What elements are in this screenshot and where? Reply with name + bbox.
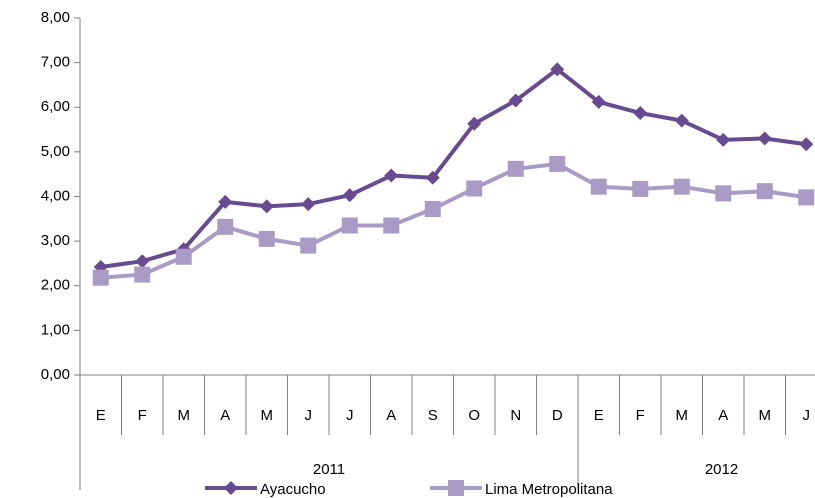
- data-point: [633, 106, 648, 121]
- data-point: [799, 137, 814, 152]
- legend-marker: [224, 481, 238, 495]
- legend-label: Ayacucho: [260, 481, 326, 498]
- data-point: [424, 200, 441, 217]
- series-line: [100, 67, 807, 269]
- y-tick-label: 3,00: [41, 232, 70, 249]
- data-point: [300, 237, 317, 254]
- data-point: [507, 160, 524, 177]
- y-tick-label: 8,00: [41, 9, 70, 26]
- x-tick-label: F: [138, 407, 147, 424]
- x-tick-label: M: [676, 407, 689, 424]
- data-point: [757, 131, 772, 146]
- y-tick-label: 5,00: [41, 143, 70, 160]
- y-tick-label: 7,00: [41, 54, 70, 71]
- data-point: [673, 178, 690, 195]
- data-point: [258, 230, 275, 247]
- x-tick-label: A: [718, 407, 728, 424]
- data-point: [549, 155, 566, 172]
- data-point: [715, 185, 732, 202]
- data-point: [135, 254, 150, 269]
- x-tick-label: N: [510, 407, 521, 424]
- data-point: [384, 168, 399, 183]
- legend-label: Lima Metropolitana: [485, 481, 613, 498]
- x-tick-label: A: [220, 407, 230, 424]
- x-tick-label: E: [594, 407, 604, 424]
- data-point: [217, 218, 234, 235]
- data-point: [466, 180, 483, 197]
- y-tick-label: 2,00: [41, 277, 70, 294]
- x-tick-label: J: [346, 407, 354, 424]
- data-point: [175, 248, 192, 265]
- data-point: [674, 113, 689, 128]
- x-tick-label: M: [178, 407, 191, 424]
- data-point: [550, 62, 565, 77]
- data-point: [508, 93, 523, 108]
- y-tick-label: 0,00: [41, 366, 70, 383]
- data-point: [425, 170, 440, 185]
- y-tick-label: 6,00: [41, 98, 70, 115]
- data-point: [342, 188, 357, 203]
- x-tick-label: O: [468, 407, 480, 424]
- data-point: [218, 194, 233, 209]
- data-point: [383, 217, 400, 234]
- y-tick-label: 1,00: [41, 321, 70, 338]
- x-tick-label: A: [386, 407, 396, 424]
- x-tick-label: M: [759, 407, 772, 424]
- group-label: 2012: [705, 461, 738, 478]
- data-point: [590, 178, 607, 195]
- x-tick-label: F: [636, 407, 645, 424]
- data-point: [716, 132, 731, 147]
- data-point: [756, 183, 773, 200]
- data-point: [798, 189, 815, 206]
- x-tick-label: J: [803, 407, 811, 424]
- legend-marker: [448, 480, 464, 496]
- x-tick-label: J: [305, 407, 313, 424]
- group-label: 2011: [313, 461, 345, 478]
- data-point: [92, 269, 109, 286]
- y-tick-label: 4,00: [41, 187, 70, 204]
- data-point: [467, 116, 482, 131]
- data-point: [134, 266, 151, 283]
- x-tick-label: M: [261, 407, 274, 424]
- data-point: [301, 197, 316, 212]
- data-point: [632, 180, 649, 197]
- x-tick-label: E: [96, 407, 106, 424]
- data-point: [341, 217, 358, 234]
- x-tick-label: S: [428, 407, 438, 424]
- data-point: [591, 94, 606, 109]
- data-point: [259, 199, 274, 214]
- x-tick-label: D: [552, 407, 563, 424]
